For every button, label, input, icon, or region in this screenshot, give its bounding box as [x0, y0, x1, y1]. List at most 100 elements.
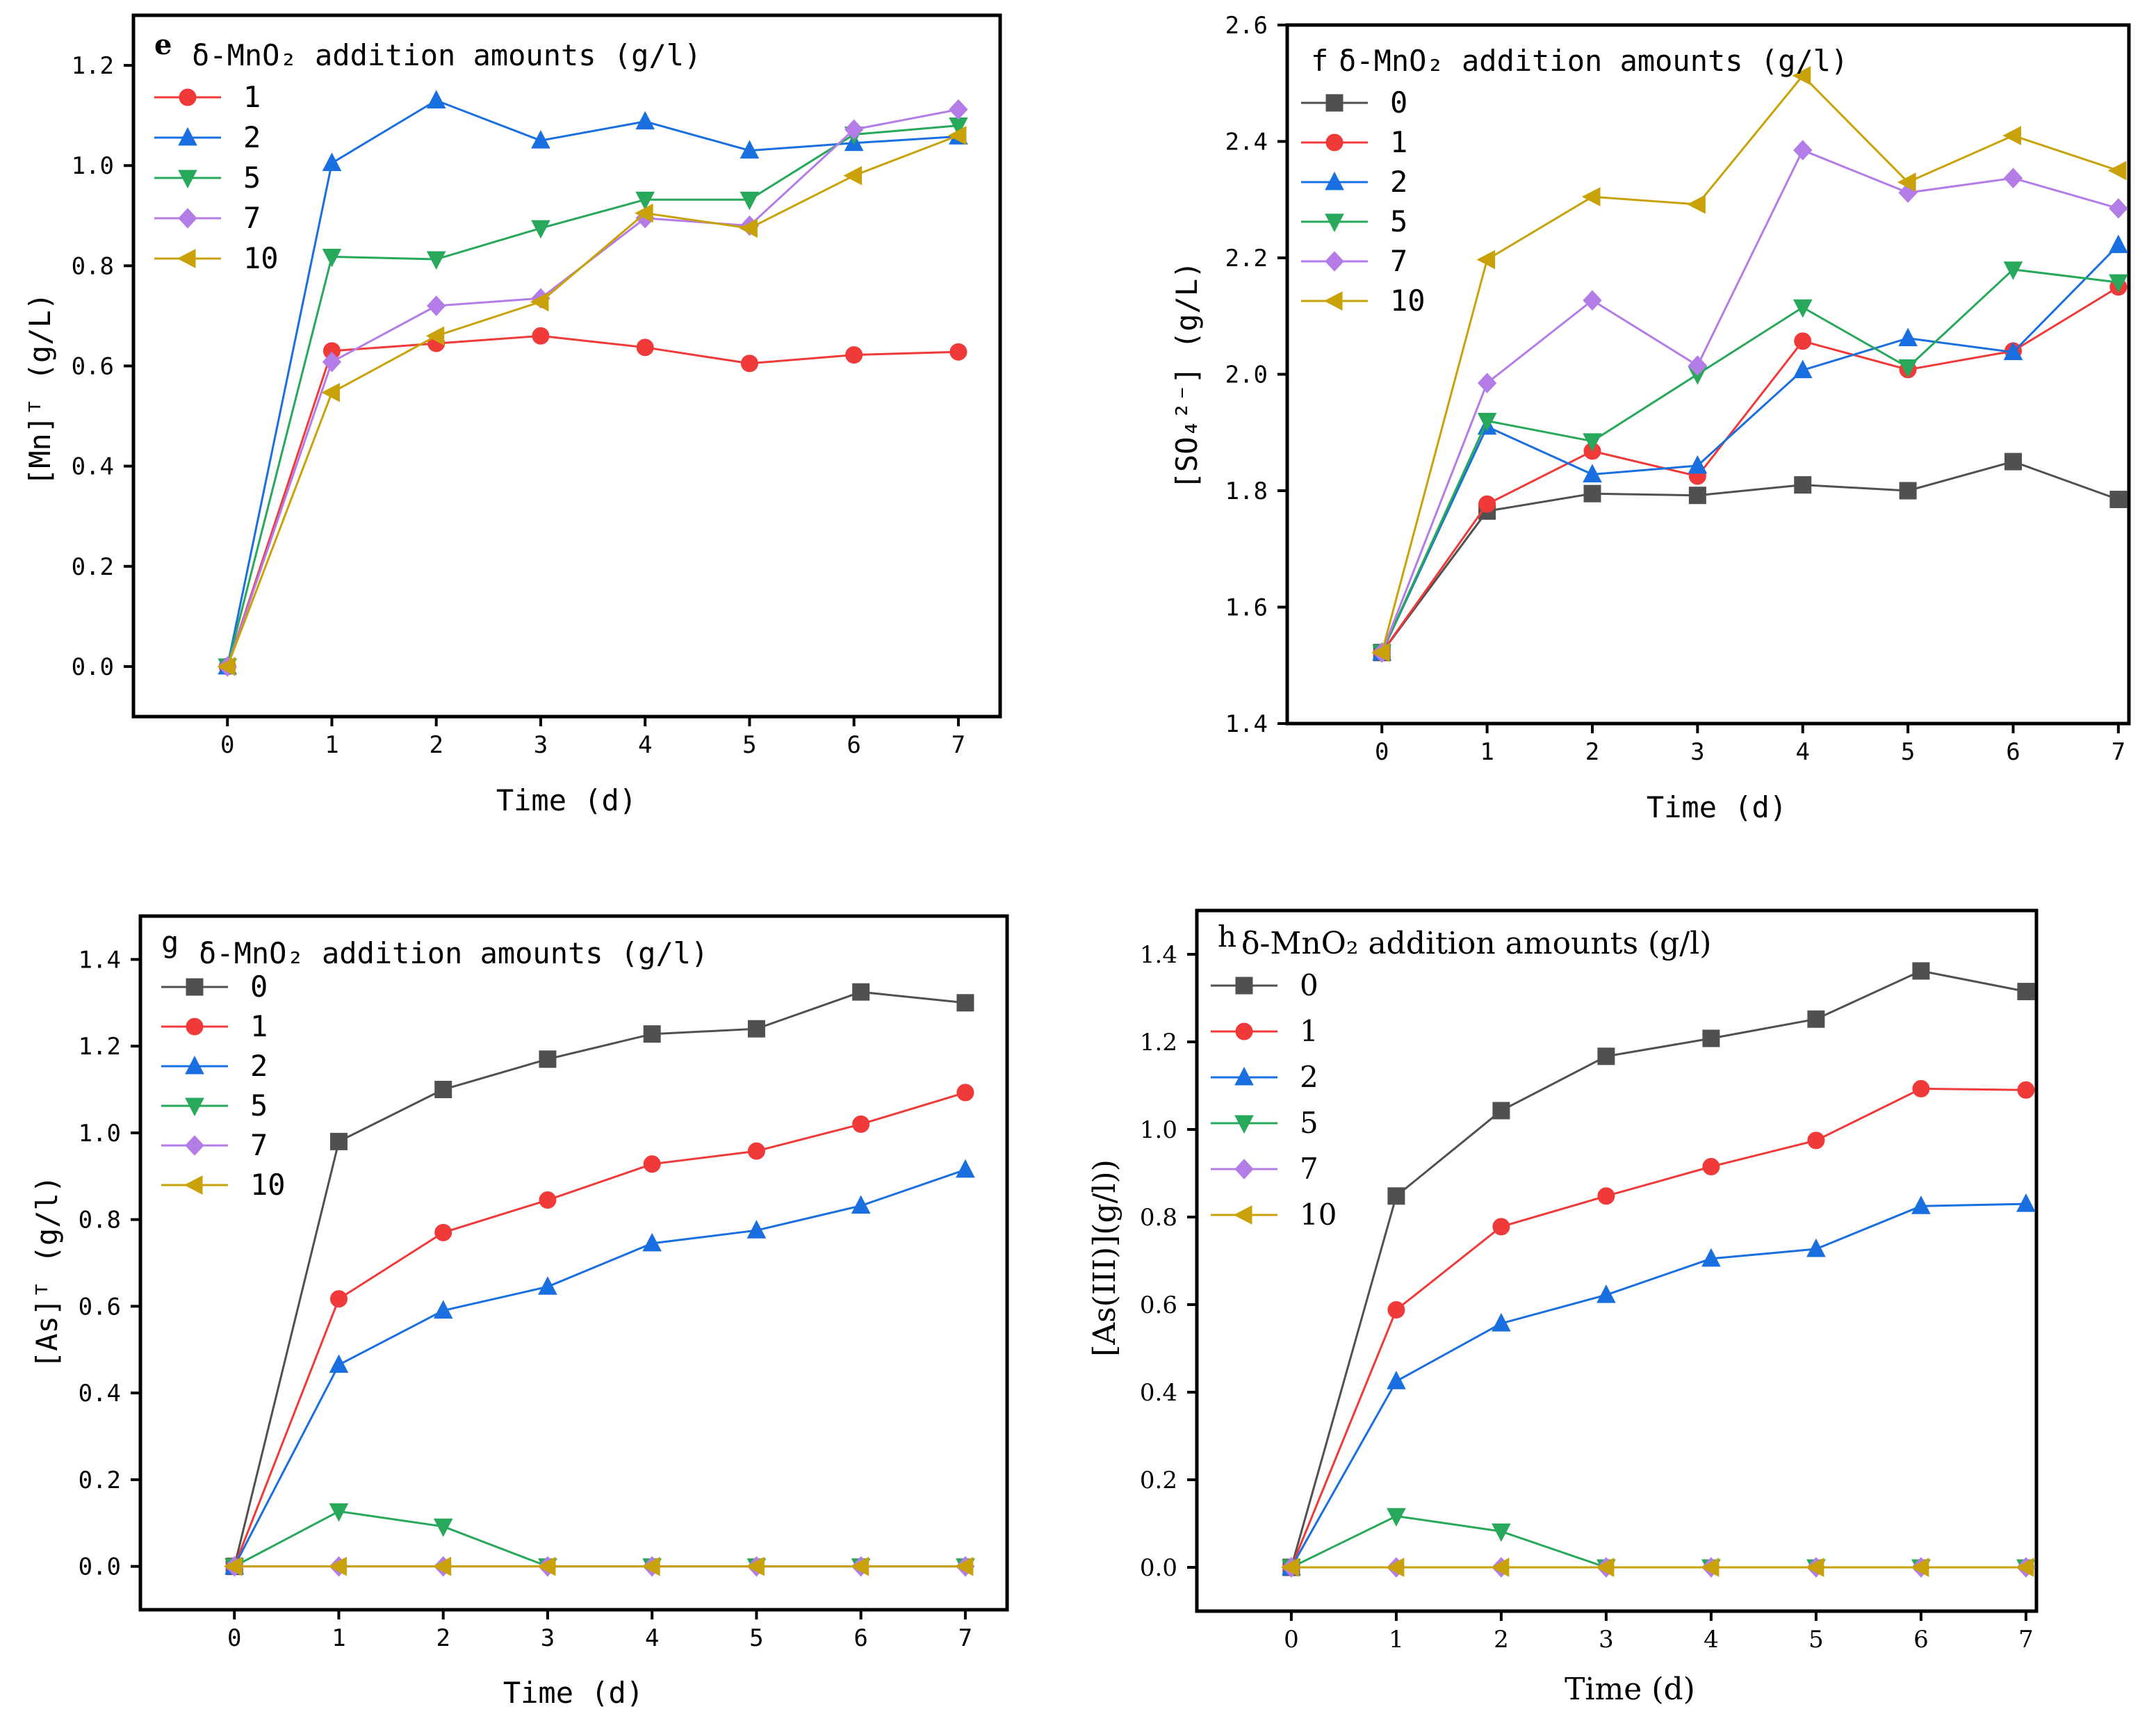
- x-tick-label: 6: [1913, 1626, 1929, 1654]
- series-line-10: [226, 134, 959, 667]
- legend-marker-10: [1233, 1205, 1252, 1225]
- data-point-0: [1688, 487, 1706, 505]
- data-point-7: [1688, 355, 1708, 376]
- data-point-0: [956, 994, 974, 1012]
- x-tick-label: 0: [1375, 738, 1389, 766]
- data-point-2: [1492, 1313, 1511, 1332]
- data-point-5: [2109, 274, 2128, 293]
- series-line-0: [233, 990, 966, 1567]
- data-point-1: [539, 1191, 557, 1209]
- data-point-2: [1583, 464, 1602, 483]
- data-point-7: [1793, 140, 1813, 161]
- data-point-5: [1492, 1523, 1511, 1542]
- data-point-2: [851, 1195, 871, 1214]
- legend-marker-1: [186, 1018, 204, 1036]
- data-point-10: [746, 1556, 765, 1576]
- x-tick-label: 5: [1901, 738, 1915, 766]
- x-axis-title: Time (d): [1647, 790, 1787, 824]
- y-tick-label: 1.2: [79, 1033, 121, 1061]
- data-point-2: [740, 140, 760, 159]
- x-tick-label: 2: [429, 731, 443, 759]
- plot-marks: [224, 983, 975, 1577]
- legend-marker-0: [1325, 94, 1344, 112]
- x-tick-label: 6: [2006, 738, 2020, 766]
- data-point-0: [2004, 452, 2022, 471]
- legend-marker-10: [177, 249, 196, 268]
- data-point-1: [1492, 1218, 1510, 1236]
- data-point-1: [329, 1290, 348, 1308]
- axis-ticks: 0 1 2 3 4 5 6 7 0.0 0.2 0.4 0.6 0.8 1.0 1.2 1.4: [79, 946, 973, 1652]
- legend-marker-2: [1234, 1066, 1254, 1086]
- y-tick-label: 1.2: [72, 52, 114, 80]
- series-line-1: [1380, 286, 2119, 653]
- data-point-7: [1477, 373, 1497, 393]
- legend-marker-7: [1234, 1159, 1254, 1180]
- y-tick-label: 0.2: [79, 1467, 121, 1494]
- data-point-2: [1596, 1284, 1616, 1303]
- legend-marker-2: [185, 1055, 204, 1075]
- data-point-2: [746, 1220, 767, 1239]
- y-tick-label: 0.6: [72, 353, 114, 381]
- data-point-2: [1806, 1238, 1826, 1257]
- legend-marker-5: [1234, 1115, 1254, 1134]
- legend-label: 2: [243, 120, 261, 154]
- data-point-2: [531, 130, 550, 149]
- x-tick-label: 6: [847, 731, 860, 759]
- data-point-10: [2002, 126, 2021, 145]
- data-point-0: [1794, 476, 1812, 494]
- legend-label: 10: [250, 1168, 286, 1202]
- data-point-10: [217, 657, 236, 676]
- data-point-7: [2109, 198, 2128, 219]
- data-point-0: [434, 1081, 452, 1098]
- data-point-7: [427, 295, 446, 316]
- y-tick-label: 1.4: [1140, 941, 1177, 969]
- data-point-0: [1899, 482, 1917, 500]
- legend-marker-5: [1325, 213, 1344, 233]
- data-point-5: [1387, 1508, 1406, 1527]
- data-point-2: [538, 1276, 557, 1295]
- data-point-2: [426, 90, 446, 109]
- data-point-7: [2003, 168, 2023, 188]
- data-point-0: [1702, 1029, 1720, 1047]
- data-point-1: [740, 354, 758, 373]
- data-point-5: [1898, 359, 1918, 378]
- y-tick-label: 1.0: [72, 152, 114, 180]
- data-point-10: [1385, 1558, 1405, 1577]
- plot-frame: [1285, 23, 2131, 726]
- data-point-0: [852, 983, 870, 1001]
- data-point-1: [2017, 1081, 2035, 1099]
- series-line-1: [226, 334, 958, 667]
- x-tick-label: 1: [1389, 1626, 1404, 1654]
- data-point-2: [2003, 341, 2023, 361]
- x-tick-label: 3: [541, 1624, 555, 1652]
- data-point-1: [852, 1115, 870, 1133]
- y-tick-label: 0.2: [72, 553, 114, 581]
- x-tick-label: 7: [2112, 738, 2125, 766]
- y-tick-label: 0.0: [72, 653, 114, 681]
- x-tick-label: 4: [1795, 738, 1809, 766]
- legend-label: 5: [1300, 1106, 1318, 1140]
- x-tick-label: 1: [325, 731, 338, 759]
- data-point-0: [1583, 484, 1601, 503]
- legend-label: 1: [1300, 1014, 1318, 1048]
- series-line-5: [1380, 268, 2119, 653]
- data-point-10: [537, 1556, 556, 1576]
- x-tick-label: 2: [1494, 1626, 1509, 1654]
- x-tick-label: 7: [958, 1624, 972, 1652]
- data-point-1: [845, 346, 863, 364]
- data-point-5: [426, 251, 446, 270]
- y-tick-label: 2.6: [1225, 12, 1268, 40]
- data-point-1: [1597, 1187, 1615, 1205]
- legend-title: δ-MnO₂ addition amounts (g/l): [199, 936, 708, 970]
- data-point-0: [643, 1025, 661, 1043]
- y-tick-label: 1.8: [1225, 478, 1268, 505]
- data-point-1: [747, 1142, 765, 1160]
- plot-frame: [1195, 908, 2039, 1613]
- data-point-10: [1700, 1558, 1720, 1577]
- series-line-10: [1380, 74, 2119, 653]
- legend-label: 7: [250, 1128, 268, 1162]
- legend-label: 1: [250, 1009, 268, 1043]
- data-point-10: [1805, 1558, 1824, 1577]
- data-point-10: [1476, 250, 1496, 270]
- plot-marks: [1371, 66, 2128, 663]
